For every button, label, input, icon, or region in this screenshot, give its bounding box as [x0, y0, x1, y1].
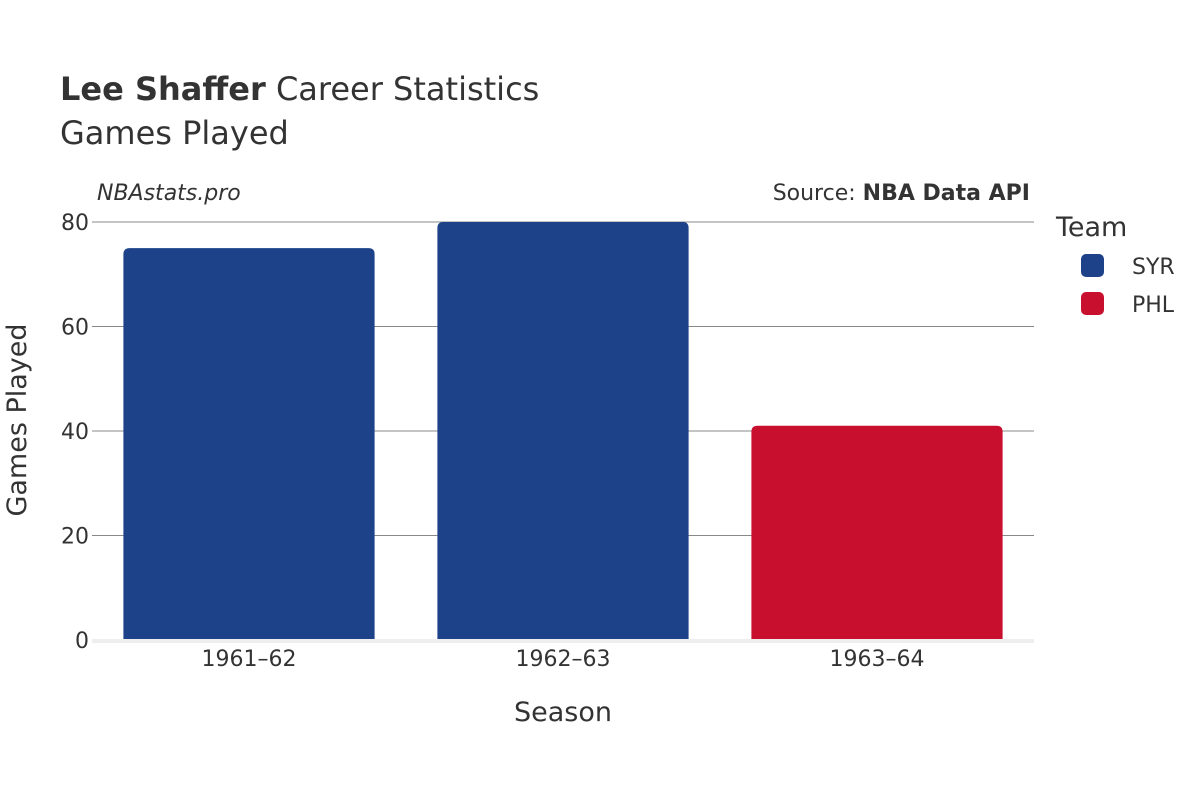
bar-1963–64[interactable] [751, 425, 1003, 640]
title-space [266, 70, 276, 108]
watermark: NBAstats.pro [97, 181, 241, 206]
legend-title: Team [1055, 212, 1127, 243]
chart-title: Lee Shaffer Career Statistics [60, 70, 539, 108]
legend-items: SYR PHL [1081, 254, 1175, 318]
chart-subtitle: Games Played [60, 114, 289, 152]
title-player: Lee Shaffer [60, 70, 266, 108]
bars [123, 222, 1003, 640]
legend-swatch-syr[interactable] [1081, 254, 1104, 277]
y-axis-title: Games Played [2, 323, 33, 516]
y-tick-labels: 0 20 40 60 80 [61, 211, 89, 654]
source-text: Source: NBA Data API [773, 181, 1030, 206]
x-axis-title: Season [514, 697, 612, 728]
bar-1961–62[interactable] [123, 248, 375, 640]
y-tick-label: 80 [61, 211, 89, 236]
y-tick-label: 0 [75, 629, 89, 654]
bar-1962–63[interactable] [437, 222, 689, 640]
source-name: NBA Data API [863, 181, 1030, 206]
source-prefix: Source: [773, 181, 863, 206]
title-rest: Career Statistics [276, 70, 539, 108]
y-tick-label: 40 [61, 420, 89, 445]
y-tick-label: 20 [61, 525, 89, 550]
legend-label-syr: SYR [1132, 255, 1175, 280]
legend-swatch-phl[interactable] [1081, 292, 1104, 315]
legend-label-phl: PHL [1132, 293, 1175, 318]
x-tick-label: 1962–63 [516, 647, 611, 672]
x-tick-labels: 1961–62 1962–63 1963–64 [202, 647, 925, 672]
x-tick-label: 1961–62 [202, 647, 297, 672]
legend: Team SYR PHL [1055, 212, 1175, 318]
y-tick-label: 60 [61, 316, 89, 341]
x-tick-label: 1963–64 [830, 647, 925, 672]
